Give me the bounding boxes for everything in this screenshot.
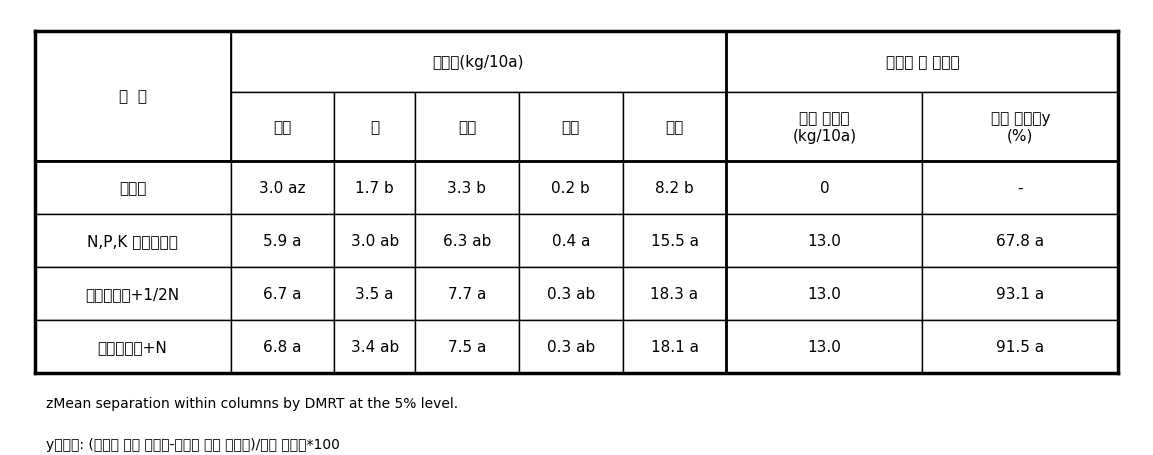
Bar: [334, 320, 415, 373]
Text: 0.3 ab: 0.3 ab: [547, 286, 595, 301]
Text: 3.4 ab: 3.4 ab: [351, 339, 399, 354]
Text: 1.7 b: 1.7 b: [355, 181, 394, 196]
Bar: [415, 268, 519, 320]
Text: 공급량 및 이용률: 공급량 및 이용률: [886, 55, 959, 70]
Bar: [334, 268, 415, 320]
Text: 흡수량(kg/10a): 흡수량(kg/10a): [432, 55, 525, 70]
Text: 3.5 a: 3.5 a: [355, 286, 394, 301]
Bar: [334, 93, 415, 162]
Bar: [415, 320, 519, 373]
Bar: [922, 214, 1118, 268]
Bar: [35, 32, 231, 162]
Text: 13.0: 13.0: [807, 286, 842, 301]
Bar: [334, 162, 415, 214]
Text: 칼리 공급량
(kg/10a): 칼리 공급량 (kg/10a): [792, 111, 857, 144]
Text: 5.9 a: 5.9 a: [263, 233, 302, 248]
Bar: [922, 93, 1118, 162]
Bar: [35, 320, 231, 373]
Text: 무비구: 무비구: [119, 181, 146, 196]
Bar: [231, 268, 334, 320]
Text: 풋거름작물+N: 풋거름작물+N: [98, 339, 167, 354]
Text: y이용률: (시비구 칼륨 흡수량-무비구 칼륨 흡수량)/칼륨 공급량*100: y이용률: (시비구 칼륨 흡수량-무비구 칼륨 흡수량)/칼륨 공급량*100: [46, 437, 340, 451]
Bar: [726, 162, 922, 214]
Bar: [922, 268, 1118, 320]
Bar: [726, 268, 922, 320]
Bar: [231, 32, 726, 93]
Text: -: -: [1018, 181, 1023, 196]
Text: zMean separation within columns by DMRT at the 5% level.: zMean separation within columns by DMRT …: [46, 396, 458, 410]
Bar: [231, 162, 334, 214]
Text: 6.3 ab: 6.3 ab: [443, 233, 491, 248]
Bar: [623, 162, 726, 214]
Text: 15.5 a: 15.5 a: [650, 233, 699, 248]
Text: 7.7 a: 7.7 a: [447, 286, 487, 301]
Bar: [726, 214, 922, 268]
Bar: [334, 214, 415, 268]
Text: N,P,K 표준시비구: N,P,K 표준시비구: [88, 233, 178, 248]
Bar: [35, 268, 231, 320]
Bar: [231, 214, 334, 268]
Text: 18.3 a: 18.3 a: [650, 286, 699, 301]
Bar: [35, 162, 231, 214]
Text: 처  리: 처 리: [119, 89, 146, 104]
Text: 6.8 a: 6.8 a: [263, 339, 302, 354]
Text: 3.0 az: 3.0 az: [259, 181, 306, 196]
Bar: [415, 214, 519, 268]
Text: 줄기: 줄기: [458, 120, 476, 135]
Text: 8.2 b: 8.2 b: [655, 181, 694, 196]
Text: 67.8 a: 67.8 a: [996, 233, 1045, 248]
Text: 7.5 a: 7.5 a: [447, 339, 487, 354]
Bar: [231, 320, 334, 373]
Text: 잎: 잎: [370, 120, 379, 135]
Bar: [623, 93, 726, 162]
Bar: [519, 320, 623, 373]
Bar: [726, 32, 1118, 93]
Text: 0: 0: [820, 181, 829, 196]
Bar: [231, 93, 334, 162]
Text: 칼륨 이용률y
(%): 칼륨 이용률y (%): [990, 111, 1050, 144]
Text: 6.7 a: 6.7 a: [263, 286, 302, 301]
Text: 93.1 a: 93.1 a: [996, 286, 1045, 301]
Text: 13.0: 13.0: [807, 339, 842, 354]
Bar: [623, 320, 726, 373]
Bar: [726, 93, 922, 162]
Text: 열매: 열매: [273, 120, 292, 135]
Bar: [623, 268, 726, 320]
Bar: [35, 214, 231, 268]
Bar: [519, 162, 623, 214]
Text: 18.1 a: 18.1 a: [650, 339, 699, 354]
Text: 0.3 ab: 0.3 ab: [547, 339, 595, 354]
Text: 3.0 ab: 3.0 ab: [351, 233, 399, 248]
Text: 3.3 b: 3.3 b: [447, 181, 487, 196]
Bar: [415, 93, 519, 162]
Bar: [922, 162, 1118, 214]
Text: 13.0: 13.0: [807, 233, 842, 248]
Text: 뿌리: 뿌리: [562, 120, 580, 135]
Bar: [922, 320, 1118, 373]
Text: 0.2 b: 0.2 b: [551, 181, 590, 196]
Text: 풋거름작물+1/2N: 풋거름작물+1/2N: [85, 286, 180, 301]
Bar: [623, 214, 726, 268]
Bar: [519, 93, 623, 162]
Bar: [519, 214, 623, 268]
Text: 0.4 a: 0.4 a: [551, 233, 590, 248]
Bar: [415, 162, 519, 214]
Text: 91.5 a: 91.5 a: [996, 339, 1045, 354]
Bar: [519, 268, 623, 320]
Text: 합계: 합계: [665, 120, 684, 135]
Bar: [726, 320, 922, 373]
